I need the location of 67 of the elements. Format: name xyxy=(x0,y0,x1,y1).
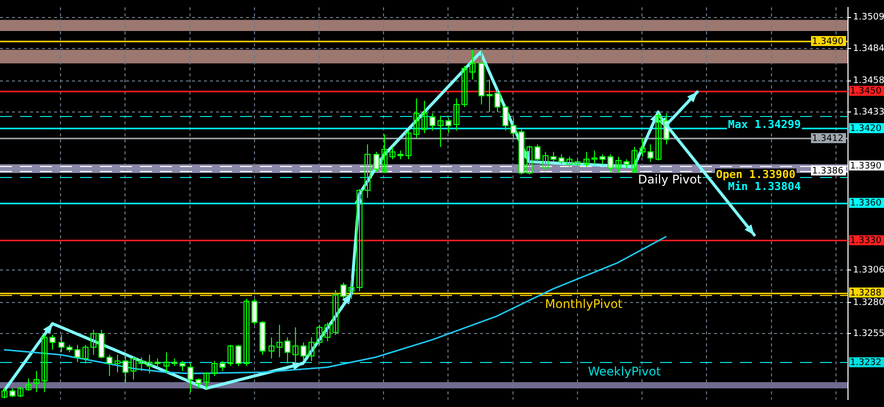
ref-line-label: 1.3360 xyxy=(850,198,882,209)
ref-line-label: 1.3420 xyxy=(850,124,882,134)
candlestick xyxy=(114,354,120,373)
candlestick xyxy=(18,386,24,398)
y-tick-label: 1.3484 xyxy=(853,44,884,54)
candlestick xyxy=(204,372,210,389)
candlestick xyxy=(470,49,476,80)
annotation: Max 1.34299 xyxy=(728,118,801,132)
candlestick xyxy=(406,130,412,160)
candlestick xyxy=(592,150,598,165)
ref-line-label: 1.3232 xyxy=(850,358,882,368)
candlestick xyxy=(268,336,274,360)
y-tick-label: 1.3509 xyxy=(853,12,884,23)
candlestick xyxy=(422,100,428,134)
candlestick xyxy=(82,344,88,364)
ref-line-label: 1.3450 xyxy=(850,86,882,97)
candlestick xyxy=(566,156,572,169)
ref-line-label: 1.3490 xyxy=(812,36,844,47)
annotation: WeeklyPivot xyxy=(588,364,662,378)
candlestick xyxy=(574,158,580,172)
y-tick-label: 1.3255 xyxy=(853,328,884,339)
candlestick xyxy=(212,360,218,376)
y-tick-label: 1.3433 xyxy=(853,107,884,118)
candlestick xyxy=(382,134,388,174)
candlestick xyxy=(276,324,282,358)
ref-line-label: 1.3390 xyxy=(850,161,882,172)
candlestick xyxy=(130,356,136,380)
candlestick xyxy=(2,388,8,399)
ref-line-label: 1.3288 xyxy=(850,288,882,298)
candlestick xyxy=(42,334,48,393)
ref-line-label: 1.3412 xyxy=(812,134,844,144)
ref-line-label: 1.3330 xyxy=(850,236,882,246)
candlestick xyxy=(292,326,298,364)
y-tick-label: 1.3280 xyxy=(853,298,884,308)
candlestick xyxy=(462,65,468,108)
candlestick xyxy=(640,138,646,158)
candlestick xyxy=(332,290,338,336)
candlestick xyxy=(324,322,330,342)
annotation: Open 1.33900 xyxy=(716,168,796,181)
candlestick xyxy=(164,352,170,373)
candlestick xyxy=(390,146,396,160)
annotation: Daily Pivot xyxy=(638,172,702,187)
candlestick xyxy=(584,151,590,168)
candlestick xyxy=(364,144,370,198)
y-tick-label: 1.3458 xyxy=(853,76,884,86)
candlestick xyxy=(632,146,638,174)
candlestick xyxy=(138,356,144,372)
candlestick xyxy=(308,336,314,362)
candlestick xyxy=(316,324,322,346)
candlestick xyxy=(348,277,354,300)
candlestick xyxy=(26,378,32,392)
candlestick xyxy=(526,145,532,175)
candlestick xyxy=(146,354,152,374)
candlestick xyxy=(656,112,662,162)
annotation: Min 1.33804 xyxy=(728,180,802,193)
candlestick xyxy=(438,115,444,148)
y-tick-label: 1.3306 xyxy=(853,265,884,276)
candlestick xyxy=(244,298,250,366)
candlestick xyxy=(90,329,96,356)
candlestick xyxy=(542,151,548,172)
candlestick xyxy=(414,98,420,139)
ref-line-label: 1.3386 xyxy=(812,166,844,176)
annotation: MonthlyPivot xyxy=(545,297,623,312)
candlestick xyxy=(616,156,622,174)
candlestick xyxy=(228,344,234,366)
candlestick xyxy=(34,370,40,393)
candlestick xyxy=(454,98,460,132)
